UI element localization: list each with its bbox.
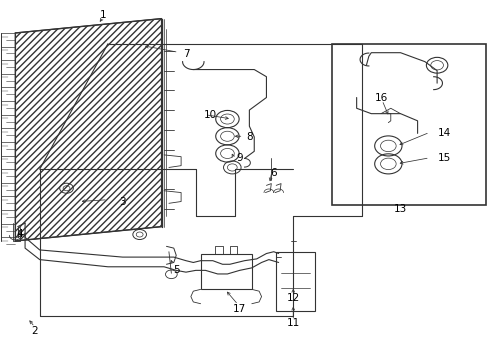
Text: 12: 12	[286, 293, 299, 303]
Text: 4: 4	[17, 229, 23, 239]
Text: 9: 9	[236, 153, 243, 163]
Text: 14: 14	[437, 129, 450, 138]
Text: 1: 1	[100, 10, 106, 20]
Bar	[331, 44, 485, 205]
Text: 10: 10	[203, 111, 217, 121]
Text: 15: 15	[437, 153, 450, 163]
Text: 3: 3	[119, 197, 125, 207]
Text: 8: 8	[245, 132, 252, 142]
Text: 16: 16	[374, 93, 387, 103]
Bar	[276, 252, 315, 311]
Text: 5: 5	[173, 265, 179, 275]
Bar	[200, 253, 251, 289]
Text: 17: 17	[232, 304, 246, 314]
Text: 11: 11	[286, 319, 299, 328]
Text: 7: 7	[183, 49, 189, 59]
Text: 13: 13	[393, 204, 407, 214]
Text: 6: 6	[270, 168, 277, 178]
Text: 2: 2	[31, 325, 38, 336]
